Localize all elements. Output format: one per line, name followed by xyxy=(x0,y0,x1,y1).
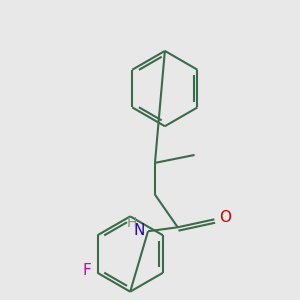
Text: F: F xyxy=(83,263,92,278)
Text: H: H xyxy=(127,216,137,230)
Text: O: O xyxy=(219,210,231,225)
Text: N: N xyxy=(134,223,145,238)
